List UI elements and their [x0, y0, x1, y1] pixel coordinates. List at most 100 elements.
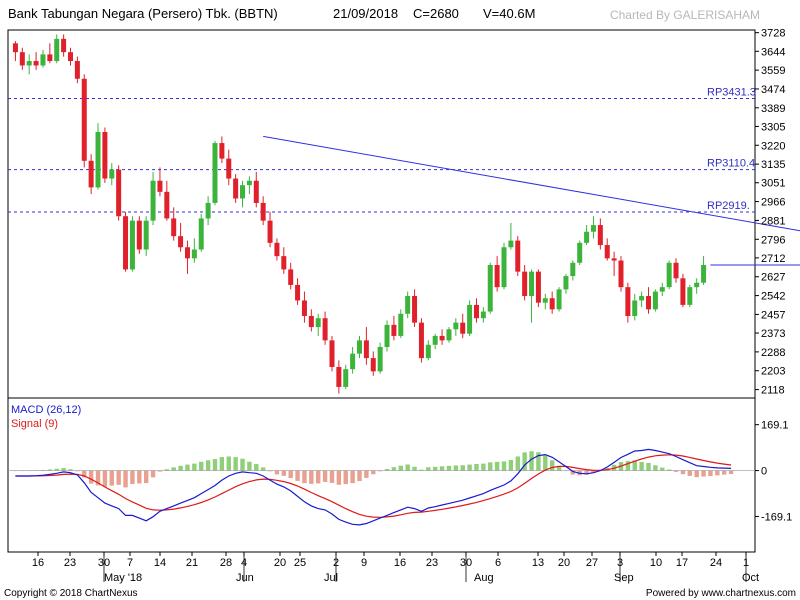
histogram-bar [419, 469, 424, 471]
histogram-bar [309, 470, 314, 484]
histogram-bar [281, 470, 287, 476]
candle-body [19, 52, 25, 66]
close-value: C=2680 [413, 6, 459, 21]
price-tick-label: 2288 [761, 347, 785, 359]
candle-body [116, 169, 122, 217]
histogram-bar [687, 470, 692, 476]
candle-body [584, 231, 590, 243]
candle-body [288, 269, 294, 285]
price-tick-label: 3644 [761, 46, 785, 58]
candle-body [701, 264, 707, 283]
candle-body [494, 264, 500, 288]
histogram-bar [226, 456, 231, 471]
candle-body [625, 287, 631, 316]
macd-line [15, 448, 732, 526]
histogram-bar [316, 470, 321, 484]
candle-body [357, 340, 362, 354]
histogram-bar [185, 464, 190, 471]
histogram-bar [467, 464, 472, 471]
trendlines [263, 135, 800, 266]
price-tick-label: 3559 [761, 65, 785, 77]
date-tick-label: 16 [32, 557, 44, 569]
histogram-bar [61, 468, 66, 471]
price-tick-label: 2796 [761, 234, 785, 246]
candle-body [508, 240, 514, 248]
trendline [263, 135, 800, 232]
histogram-bar [508, 459, 514, 471]
histogram-bar [460, 465, 465, 471]
candle-body [515, 240, 521, 272]
price-tick-label: 2542 [761, 291, 785, 303]
candle-body [694, 282, 700, 288]
histogram-bar [123, 470, 128, 488]
candle-body [460, 322, 466, 334]
histogram-bar [556, 466, 562, 471]
date-tick-label: 7 [127, 557, 133, 569]
candle-body [136, 220, 142, 250]
histogram-bar [660, 467, 665, 471]
histogram-bar [529, 451, 534, 471]
histogram-bar [47, 469, 53, 471]
candle-body [522, 271, 528, 297]
histogram-bar [570, 470, 576, 475]
candle-body [487, 264, 493, 312]
month-label: May '18 [104, 572, 142, 584]
histogram-bar [494, 461, 500, 471]
histogram-bar [364, 470, 369, 478]
candle-body [473, 304, 479, 319]
date-tick-label: 6 [495, 557, 501, 569]
month-label: Aug [474, 572, 494, 584]
candle-body [336, 366, 342, 387]
histogram-bar [240, 458, 245, 471]
histogram-bar [192, 463, 197, 471]
candle-body [240, 185, 246, 199]
histogram-bar [137, 470, 142, 484]
histogram-bar [708, 470, 713, 476]
histogram-bar [116, 470, 121, 485]
candle-body [480, 311, 486, 319]
histogram-bar [398, 465, 403, 471]
price-tick-label: 3135 [761, 159, 785, 171]
histogram-bar [715, 470, 720, 476]
histogram-bar [88, 470, 94, 484]
candle-body [556, 289, 562, 310]
candle-body [639, 296, 645, 301]
candle-body [604, 245, 610, 259]
macd-tick-label: -169.1 [761, 511, 792, 523]
candle-body [659, 287, 665, 292]
candle-body [652, 291, 658, 310]
candlestick-series [12, 34, 707, 394]
horizontal-levels: RP3431.3 RP3110.4 RP2919. [8, 87, 756, 213]
date-tick-label: 14 [154, 557, 166, 569]
date-tick-label: 21 [186, 557, 198, 569]
candle-body [54, 38, 60, 62]
candle-body [81, 78, 87, 161]
histogram-bar [343, 470, 348, 485]
histogram-bar [109, 470, 114, 486]
date-tick-label: 16 [394, 557, 406, 569]
candle-body [191, 249, 197, 259]
candle-body [425, 344, 431, 359]
month-label: Jun [236, 572, 254, 584]
candle-body [267, 220, 273, 243]
histogram-bar [199, 461, 204, 471]
candle-body [308, 315, 314, 328]
candle-body [646, 296, 652, 310]
price-tick-label: 3474 [761, 84, 785, 96]
histogram-bar [666, 469, 672, 471]
price-tick-label: 2118 [761, 385, 785, 397]
candle-body [129, 220, 135, 270]
histogram-bar [82, 470, 87, 478]
candle-body [47, 54, 53, 62]
candle-body [281, 256, 287, 270]
chart-frame [7, 29, 756, 553]
macd-tick-label: 169.1 [761, 420, 789, 432]
price-tick-label: 3220 [761, 140, 785, 152]
histogram-bar [95, 470, 101, 486]
candle-body [432, 335, 438, 345]
histogram-bar [75, 470, 80, 472]
candle-body [322, 318, 328, 341]
price-tick-label: 2966 [761, 197, 785, 209]
candle-body [184, 247, 190, 259]
